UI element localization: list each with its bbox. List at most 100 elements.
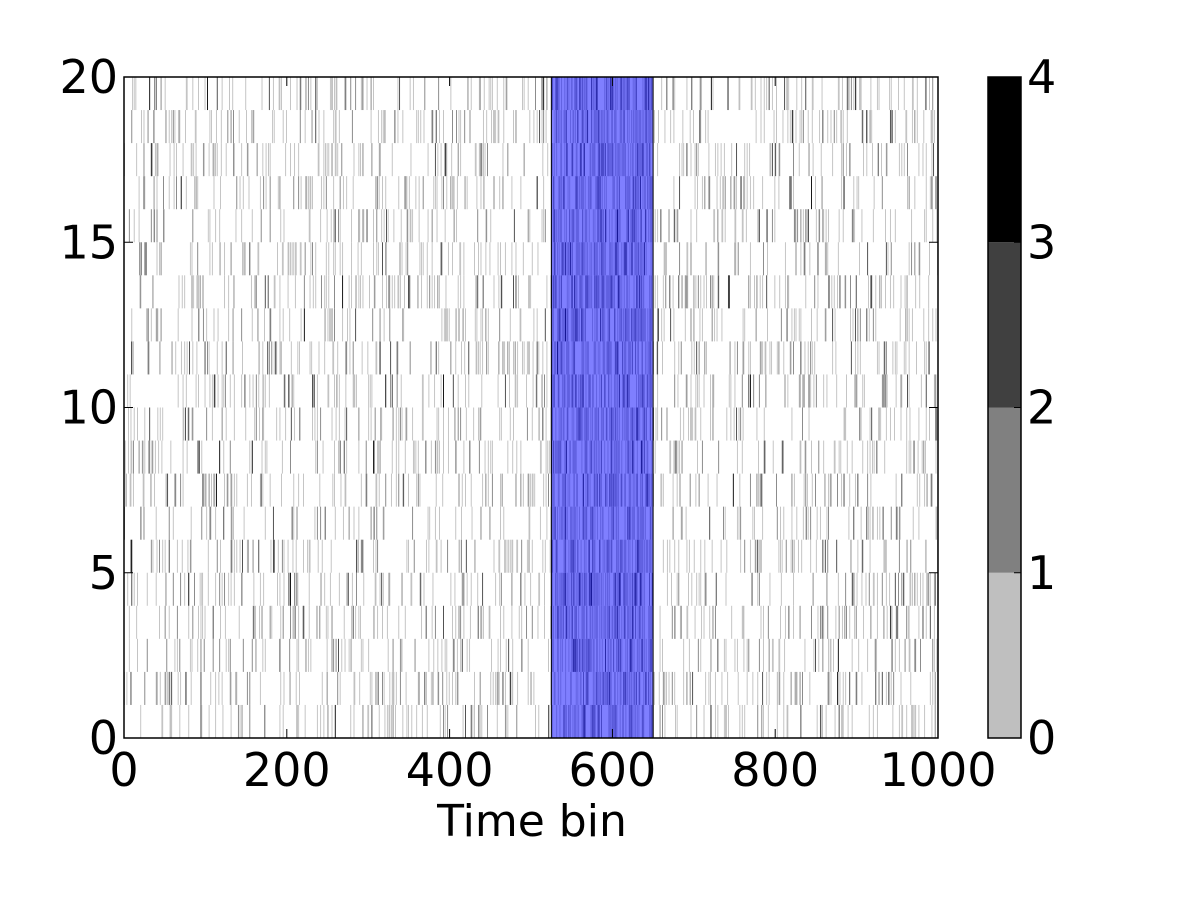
- spike-mark: [207, 209, 209, 243]
- spike-mark: [697, 275, 699, 309]
- spike-mark: [520, 176, 522, 210]
- spike-mark: [687, 242, 689, 276]
- spike-mark: [362, 275, 364, 309]
- spike-mark: [810, 341, 812, 375]
- spike-mark: [371, 143, 373, 177]
- spike-mark: [918, 143, 920, 177]
- spike-mark: [821, 704, 823, 738]
- spike-mark: [537, 242, 539, 276]
- spike-mark: [664, 242, 666, 276]
- spike-mark: [298, 473, 300, 507]
- spike-mark: [457, 671, 459, 705]
- spike-mark: [294, 605, 296, 639]
- spike-mark: [896, 506, 898, 540]
- spike-mark: [128, 209, 130, 243]
- spike-mark: [158, 440, 160, 474]
- spike-mark: [296, 572, 298, 606]
- spike-mark: [907, 308, 908, 342]
- spike-mark: [527, 77, 529, 111]
- spike-mark: [355, 539, 357, 573]
- spike-mark: [207, 77, 208, 111]
- spike-mark: [854, 308, 856, 342]
- spike-mark: [686, 275, 688, 309]
- spike-mark: [500, 638, 501, 672]
- spike-mark: [282, 110, 284, 144]
- spike-mark: [435, 473, 437, 507]
- spike-mark: [325, 176, 327, 210]
- spike-mark: [828, 209, 830, 243]
- spike-mark: [207, 539, 209, 573]
- spike-mark: [204, 605, 206, 639]
- spike-mark: [676, 572, 678, 606]
- spike-mark: [723, 638, 725, 672]
- spike-mark: [852, 209, 854, 243]
- spike-mark: [894, 341, 896, 375]
- spike-mark: [375, 176, 377, 210]
- spike-mark: [664, 671, 666, 705]
- spike-mark: [316, 374, 318, 408]
- spike-mark: [460, 341, 462, 375]
- spike-mark: [783, 341, 785, 375]
- spike-mark: [687, 275, 689, 309]
- spike-mark: [362, 638, 364, 672]
- spike-mark: [880, 407, 882, 441]
- spike-mark: [882, 506, 884, 540]
- spike-mark: [811, 440, 812, 474]
- spike-mark: [202, 605, 204, 639]
- spike-mark: [268, 374, 270, 408]
- spike-mark: [696, 704, 698, 738]
- spike-mark: [904, 275, 906, 309]
- spike-mark: [191, 308, 193, 342]
- spike-mark: [231, 539, 233, 573]
- spike-mark: [397, 77, 399, 111]
- spike-mark: [269, 308, 271, 342]
- spike-mark: [544, 308, 546, 342]
- spike-mark: [165, 572, 167, 606]
- spike-mark: [169, 671, 171, 705]
- spike-mark: [526, 539, 528, 573]
- spike-mark: [291, 242, 293, 276]
- spike-mark: [409, 341, 411, 375]
- spike-mark: [671, 572, 672, 606]
- spike-mark: [355, 308, 357, 342]
- spike-mark: [440, 539, 442, 573]
- spike-mark: [140, 506, 142, 540]
- spike-mark: [804, 341, 806, 375]
- spike-mark: [316, 704, 318, 738]
- spike-mark: [375, 572, 377, 606]
- spike-mark: [283, 209, 285, 243]
- spike-mark: [310, 638, 312, 672]
- spike-mark: [657, 341, 659, 375]
- spike-mark: [929, 572, 931, 606]
- spike-mark: [682, 110, 684, 144]
- spike-mark: [854, 605, 856, 639]
- spike-mark: [852, 572, 854, 606]
- spike-mark: [923, 440, 925, 474]
- spike-mark: [925, 209, 927, 243]
- spike-mark: [192, 209, 194, 243]
- spike-mark: [190, 143, 192, 177]
- spike-mark: [373, 539, 374, 573]
- spike-mark: [405, 407, 407, 441]
- spike-mark: [843, 473, 845, 507]
- spike-mark: [483, 176, 485, 210]
- spike-mark: [904, 638, 906, 672]
- spike-mark: [261, 605, 263, 639]
- spike-mark: [447, 704, 449, 738]
- spike-mark: [128, 407, 129, 441]
- spike-mark: [743, 341, 745, 375]
- spike-mark: [672, 506, 674, 540]
- spike-mark: [918, 605, 920, 639]
- spike-mark: [177, 308, 179, 342]
- spike-mark: [147, 341, 149, 375]
- spike-mark: [186, 77, 188, 111]
- spike-mark: [740, 407, 742, 441]
- spike-mark: [724, 176, 726, 210]
- spike-mark: [180, 176, 182, 210]
- spike-mark: [293, 506, 295, 540]
- spike-mark: [512, 539, 514, 573]
- spike-mark: [708, 176, 710, 210]
- spike-mark: [544, 209, 546, 243]
- spike-mark: [725, 638, 727, 672]
- spike-mark: [712, 407, 714, 441]
